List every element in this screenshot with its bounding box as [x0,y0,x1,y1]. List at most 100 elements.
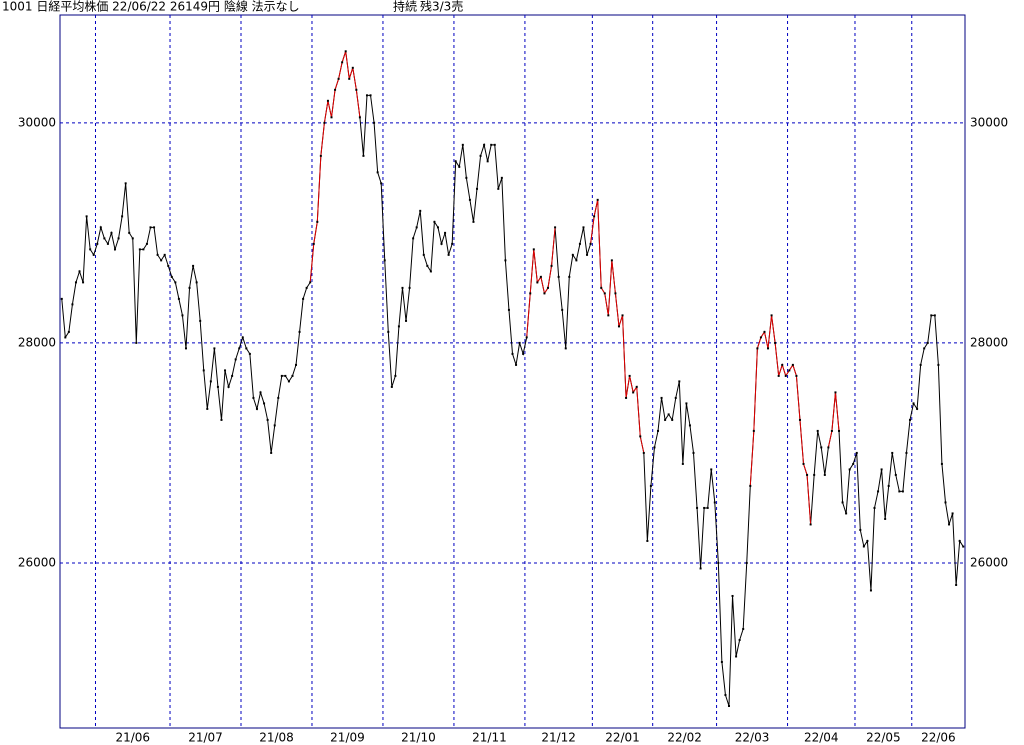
price-dot [770,314,773,317]
price-dot [99,226,102,229]
price-dot [642,451,645,454]
price-dot [632,391,635,394]
price-dot [571,253,574,256]
price-dot [830,429,833,432]
y-tick-label-right: 30000 [970,115,1008,129]
price-dot [380,182,383,185]
price-dot [188,286,191,289]
price-dot [241,336,244,339]
price-dot [937,363,940,366]
price-dot [135,341,138,344]
y-tick-label-right: 28000 [970,335,1008,349]
price-dot [649,484,652,487]
price-dot [486,160,489,163]
price-dot [894,473,897,476]
price-dot [933,314,936,317]
price-dot [82,281,85,284]
price-dot [365,94,368,97]
price-dot [866,539,869,542]
price-dot [919,363,922,366]
price-dot [536,281,539,284]
price-dot [78,270,81,273]
price-dot [348,77,351,80]
price-dot [412,237,415,240]
price-dot [96,242,99,245]
price-dot [206,407,209,410]
x-tick-label: 22/01 [605,731,640,745]
price-dot [238,347,241,350]
price-dot [202,369,205,372]
x-tick-label: 21/07 [188,731,223,745]
price-dot [458,165,461,168]
price-dot [106,242,109,245]
price-dot [948,523,951,526]
price-dot [809,523,812,526]
price-dot [373,121,376,124]
price-dot [429,270,432,273]
price-dot [316,220,319,223]
price-dot [685,402,688,405]
price-dot [145,242,148,245]
price-dot [777,374,780,377]
price-dot [660,396,663,399]
price-dot [781,363,784,366]
position: 残3/3売 [420,0,463,14]
price-dot [216,385,219,388]
price-dot [671,418,674,421]
price-dot [848,468,851,471]
price-dot [912,402,915,405]
price-dot [834,391,837,394]
price-dot [89,248,92,251]
price-dot [838,429,841,432]
price-dot [426,264,429,267]
price-dot [341,61,344,64]
price-dot [266,418,269,421]
price-dot [149,226,152,229]
chart-title: 1001 日経平均株価 22/06/22 26149円 陰線 法示なし [2,0,300,14]
price-dot [114,248,117,251]
price-dot [600,286,603,289]
price-dot [298,330,301,333]
price-dot [319,154,322,157]
price-dot [479,154,482,157]
price-dot [337,77,340,80]
price-dot [806,473,809,476]
price-dot [681,462,684,465]
x-tick-label: 22/03 [735,731,770,745]
price-dot [926,341,929,344]
price-dot [816,429,819,432]
price-dot [390,385,393,388]
price-dot [791,363,794,366]
price-dot [153,226,156,229]
price-dot [958,539,961,542]
x-tick-label: 21/10 [401,731,436,745]
price-dot [884,517,887,520]
price-dot [326,99,329,102]
price-dot [813,473,816,476]
price-dot [713,501,716,504]
price-dot [742,627,745,630]
price-dot [174,281,177,284]
y-tick-label-right: 26000 [970,555,1008,569]
x-tick-label: 21/09 [330,731,365,745]
price-dot [767,347,770,350]
price-dot [128,231,131,234]
price-dot [625,396,628,399]
price-dot [696,506,699,509]
price-dot [408,286,411,289]
x-tick-label: 21/06 [115,731,150,745]
price-dot [415,226,418,229]
price-dot [401,286,404,289]
price-dot [664,418,667,421]
price-dot [476,187,479,190]
price-dot [955,583,958,586]
price-dot [578,242,581,245]
price-dot [60,297,63,300]
price-dot [295,363,298,366]
price-dot [692,451,695,454]
price-dot [749,484,752,487]
price-dot [706,506,709,509]
price-dot [621,314,624,317]
price-dot [667,413,670,416]
